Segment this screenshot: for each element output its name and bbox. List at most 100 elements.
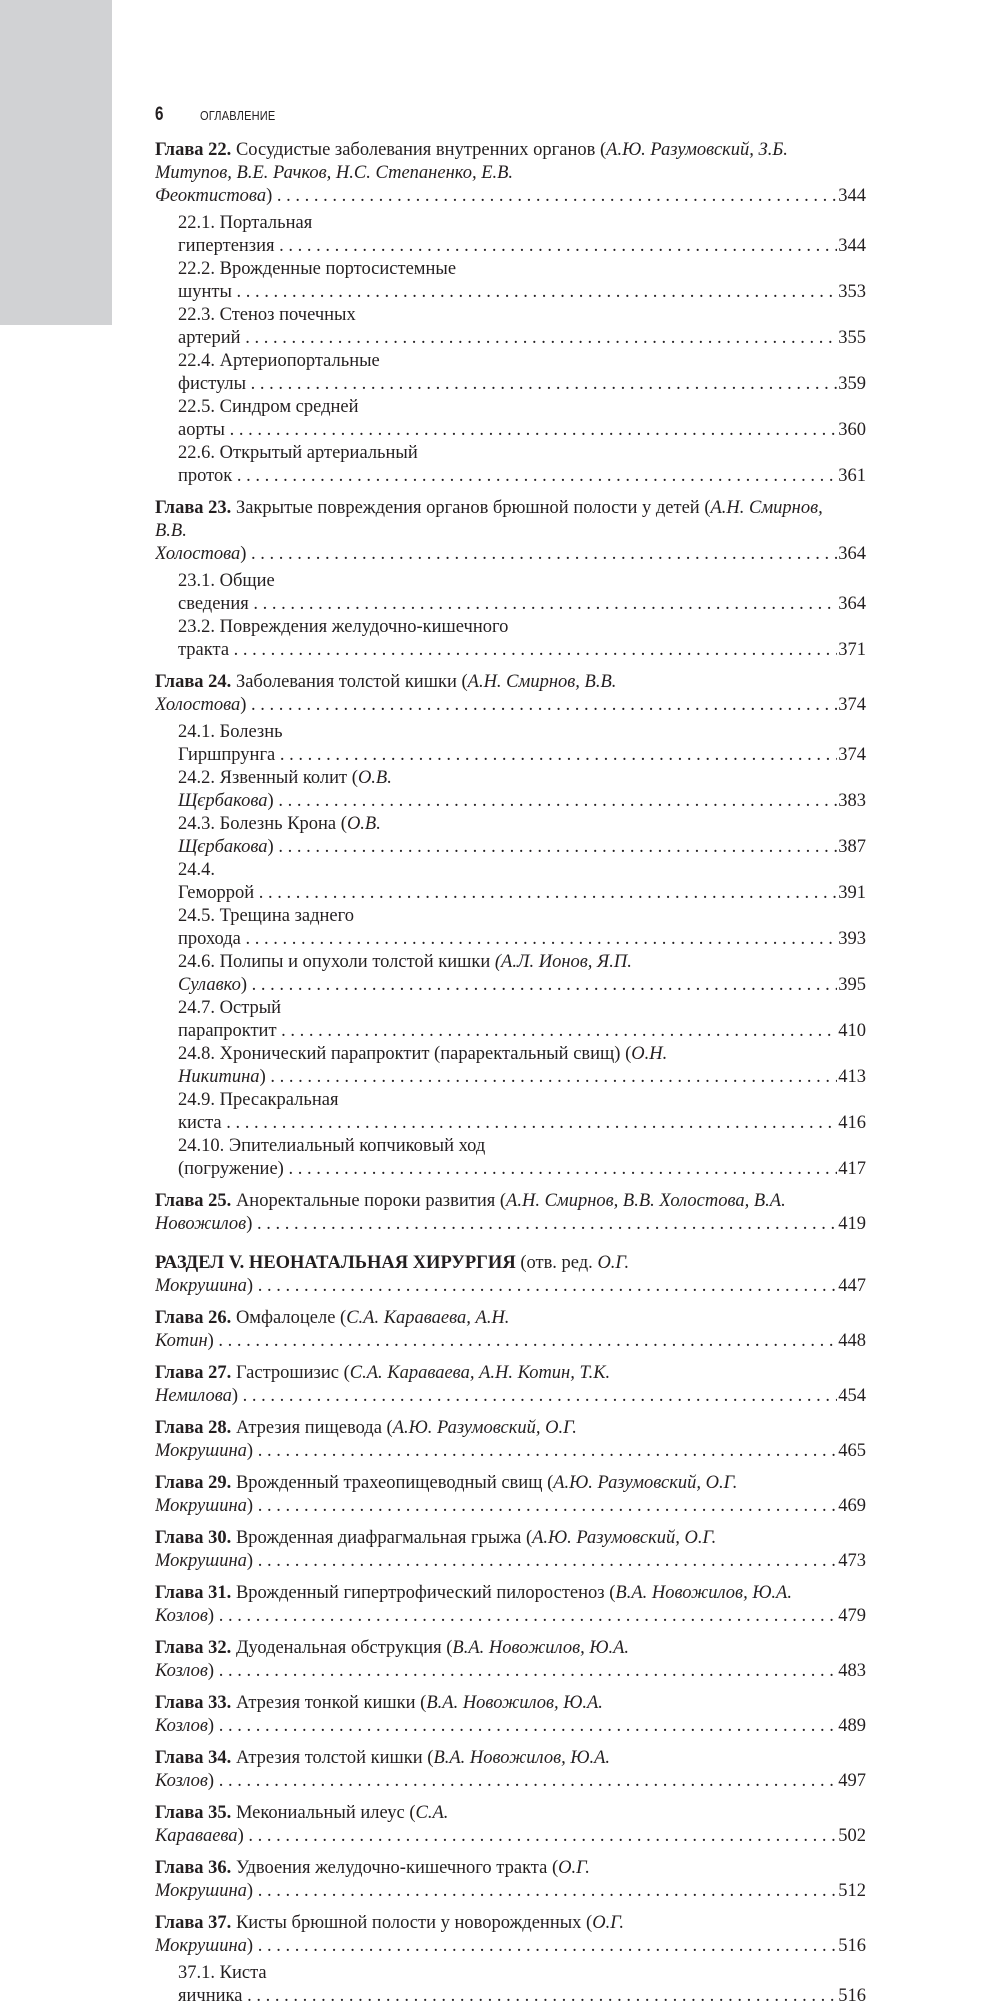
toc-subentry[interactable]: 24.2. Язвенный колит (О.В. Щєрбакова)383 <box>155 767 866 813</box>
entry-text: 22.2. Врожденные портосистемные шунты <box>178 259 866 302</box>
toc-chapter[interactable]: Глава 23. Закрытые повреждения органов б… <box>155 497 866 566</box>
entry-title: 24.1. Болезнь Гиршпрунга <box>178 722 283 765</box>
entry-text: Глава 24. Заболевания толстой кишки (А.Н… <box>155 672 866 715</box>
entry-page-number: 483 <box>837 1660 866 1683</box>
toc-subentry[interactable]: 24.3. Болезнь Крона (О.В. Щєрбакова)387 <box>155 813 866 859</box>
toc-subentry[interactable]: 24.6. Полипы и опухоли толстой кишки (А.… <box>155 951 866 997</box>
toc-chapter[interactable]: Глава 29. Врожденный трахеопищеводный св… <box>155 1472 866 1518</box>
entry-authors: А.Н. Смирнов, В.В. Холостова <box>155 498 823 564</box>
toc-subentry[interactable]: 22.1. Портальная гипертензия 344 <box>155 212 866 258</box>
page-number: 6 <box>155 104 164 125</box>
entry-page-number: 497 <box>837 1770 866 1793</box>
entry-authors: А.Н. Смирнов, В.В. Холостова, В.А. Новож… <box>155 1191 786 1234</box>
entry-title: 22.1. Портальная гипертензия <box>178 213 313 256</box>
entry-title-tail: ) <box>266 186 273 206</box>
toc-chapter[interactable]: Глава 28. Атрезия пищевода (А.Ю. Разумов… <box>155 1417 866 1463</box>
entry-title: Мекониальный илеус ( <box>235 1803 416 1823</box>
entry-title-tail: ) <box>207 1716 215 1736</box>
entry-title: Удвоения желудочно-кишечного тракта ( <box>235 1858 559 1878</box>
entry-title: 24.8. Хронический парапроктит (параректа… <box>178 1044 632 1064</box>
entry-title: Омфалоцеле ( <box>235 1308 347 1328</box>
entry-title: 37.1. Киста яичника <box>178 1963 267 2006</box>
toc-subentry[interactable]: 24.8. Хронический парапроктит (параректа… <box>155 1043 866 1089</box>
entry-text: Глава 33. Атрезия тонкой кишки (В.А. Нов… <box>155 1693 866 1736</box>
entry-page-number: 355 <box>837 327 866 350</box>
entry-title: 23.1. Общие сведения <box>178 571 275 614</box>
entry-title-tail: ) <box>231 1386 239 1406</box>
entry-title: 24.5. Трещина заднего прохода <box>178 906 354 949</box>
toc-chapter[interactable]: Глава 37. Кисты брюшной полости у новоро… <box>155 1912 866 1958</box>
entry-title: Сосудистые заболевания внутренних органо… <box>235 140 607 160</box>
entry-title-tail: ) <box>207 1606 215 1626</box>
toc-subentry[interactable]: 23.2. Повреждения желудочно-кишечного тр… <box>155 616 866 662</box>
entry-title: Дуоденальная обструкция ( <box>235 1638 453 1658</box>
toc-subentry[interactable]: 22.6. Открытый артериальный проток 361 <box>155 442 866 488</box>
entry-title: 24.10. Эпителиальный копчиковый ход (пог… <box>178 1136 486 1179</box>
entry-page-number: 410 <box>837 1020 866 1043</box>
entry-title-tail: ) <box>246 1936 254 1956</box>
toc-chapter[interactable]: Глава 32. Дуоденальная обструкция (В.А. … <box>155 1637 866 1683</box>
entry-page-number: 448 <box>837 1330 866 1353</box>
entry-title-tail: ) <box>246 1214 253 1234</box>
entry-page-number: 344 <box>837 185 866 208</box>
toc-subentry[interactable]: 23.1. Общие сведения 364 <box>155 570 866 616</box>
toc-chapter[interactable]: Глава 33. Атрезия тонкой кишки (В.А. Нов… <box>155 1692 866 1738</box>
entry-label: РАЗДЕЛ V. НЕОНАТАЛЬНАЯ ХИРУРГИЯ <box>155 1253 516 1273</box>
toc-section[interactable]: РАЗДЕЛ V. НЕОНАТАЛЬНАЯ ХИРУРГИЯ (отв. ре… <box>155 1252 866 1298</box>
entry-text: Глава 31. Врожденный гипертрофический пи… <box>155 1583 866 1626</box>
entry-title: Врожденный гипертрофический пилоростеноз… <box>235 1583 616 1603</box>
entry-text: Глава 36. Удвоения желудочно-кишечного т… <box>155 1858 866 1901</box>
entry-title-tail: ) <box>240 975 247 995</box>
entry-page-number: 374 <box>837 694 866 717</box>
entry-text: Глава 32. Дуоденальная обструкция (В.А. … <box>155 1638 866 1681</box>
entry-page-number: 361 <box>837 465 866 488</box>
entry-text: РАЗДЕЛ V. НЕОНАТАЛЬНАЯ ХИРУРГИЯ (отв. ре… <box>155 1253 866 1296</box>
entry-page-number: 344 <box>837 235 866 258</box>
entry-page-number: 353 <box>837 281 866 304</box>
toc-chapter[interactable]: Глава 26. Омфалоцеле (С.А. Караваева, А.… <box>155 1307 866 1353</box>
toc-subentry[interactable]: 22.5. Синдром средней аорты 360 <box>155 396 866 442</box>
toc-chapter[interactable]: Глава 30. Врожденная диафрагмальная грыж… <box>155 1527 866 1573</box>
toc-chapter[interactable]: Глава 24. Заболевания толстой кишки (А.Н… <box>155 671 866 717</box>
toc-subentry[interactable]: 37.1. Киста яичника 516 <box>155 1962 866 2008</box>
entry-title: Врожденный трахеопищеводный свищ ( <box>235 1473 554 1493</box>
entry-text: 24.10. Эпителиальный копчиковый ход (пог… <box>178 1136 866 1179</box>
entry-text: Глава 22. Сосудистые заболевания внутрен… <box>155 140 866 206</box>
entry-page-number: 417 <box>837 1158 866 1181</box>
entry-text: 23.1. Общие сведения <box>178 571 866 614</box>
entry-authors: О.Н. Никитина <box>178 1044 668 1087</box>
entry-text: 23.2. Повреждения желудочно-кишечного тр… <box>178 617 866 660</box>
entry-title: 24.4. Геморрой <box>178 860 255 903</box>
entry-text: 24.4. Геморрой <box>178 860 866 903</box>
toc-chapter[interactable]: Глава 27. Гастрошизис (С.А. Караваева, А… <box>155 1362 866 1408</box>
entry-authors: А.Ю. Разумовский, З.Б. Митупов, В.Е. Рач… <box>155 140 788 206</box>
toc-subentry[interactable]: 22.3. Стеноз почечных артерий 355 <box>155 304 866 350</box>
entry-text: Глава 23. Закрытые повреждения органов б… <box>155 498 866 564</box>
toc-subentry[interactable]: 24.7. Острый парапроктит 410 <box>155 997 866 1043</box>
entry-authors: С.А. Караваева, А.Н. Котин <box>155 1308 510 1351</box>
toc-chapter[interactable]: Глава 25. Аноректальные пороки развития … <box>155 1190 866 1236</box>
toc-subentry[interactable]: 24.10. Эпителиальный копчиковый ход (пог… <box>155 1135 866 1181</box>
toc-chapter[interactable]: Глава 31. Врожденный гипертрофический пи… <box>155 1582 866 1628</box>
toc-chapter[interactable]: Глава 22. Сосудистые заболевания внутрен… <box>155 139 866 208</box>
toc-chapter[interactable]: Глава 36. Удвоения желудочно-кишечного т… <box>155 1857 866 1903</box>
toc-subentry[interactable]: 24.1. Болезнь Гиршпрунга 374 <box>155 721 866 767</box>
entry-title: Врожденная диафрагмальная грыжа ( <box>235 1528 533 1548</box>
entry-title: 22.5. Синдром средней аорты <box>178 397 359 440</box>
toc-subentry[interactable]: 24.5. Трещина заднего прохода 393 <box>155 905 866 951</box>
entry-page-number: 387 <box>837 836 866 859</box>
toc-chapter[interactable]: Глава 34. Атрезия толстой кишки (В.А. Но… <box>155 1747 866 1793</box>
toc-subentry[interactable]: 24.9. Пресакральная киста 416 <box>155 1089 866 1135</box>
entry-page-number: 371 <box>837 639 866 662</box>
entry-text: Глава 37. Кисты брюшной полости у новоро… <box>155 1913 866 1956</box>
toc-subentry[interactable]: 22.4. Артериопортальные фистулы 359 <box>155 350 866 396</box>
entry-title: 24.2. Язвенный колит ( <box>178 768 358 788</box>
toc-subentry[interactable]: 22.2. Врожденные портосистемные шунты 353 <box>155 258 866 304</box>
entry-authors: О.Г. Мокрушина <box>155 1253 630 1296</box>
toc-chapter[interactable]: Глава 35. Мекониальный илеус (С.А. Карав… <box>155 1802 866 1848</box>
entry-title: Атрезия пищевода ( <box>235 1418 393 1438</box>
entry-title-tail: ) <box>246 1276 254 1296</box>
toc-subentry[interactable]: 24.4. Геморрой 391 <box>155 859 866 905</box>
entry-title: Заболевания толстой кишки ( <box>235 672 468 692</box>
entry-label: Глава 25. <box>155 1191 232 1211</box>
